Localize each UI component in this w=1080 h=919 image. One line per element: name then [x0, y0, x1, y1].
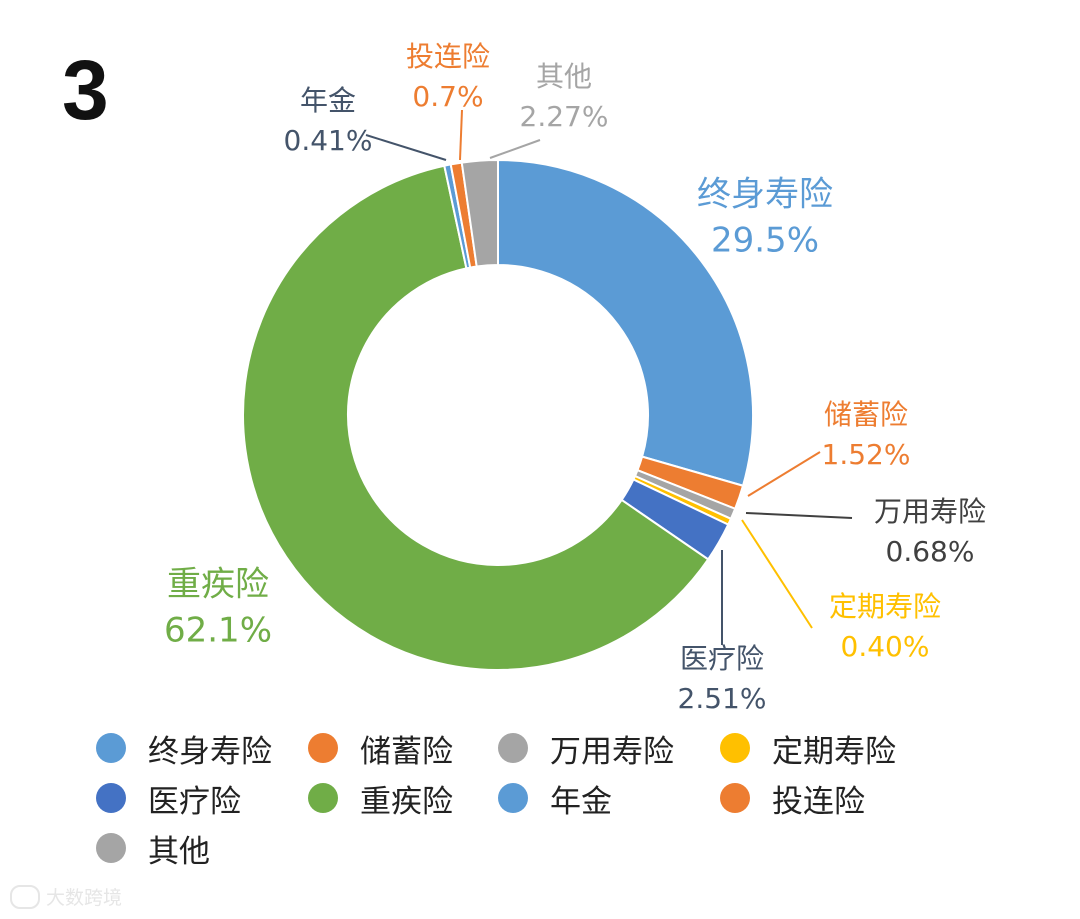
slice-8-category-label: 投连险: [406, 40, 490, 73]
watermark-text: 大数跨境: [46, 887, 123, 909]
slice-8-percent-label: 0.7%: [412, 80, 483, 113]
slice-9-percent-label: 2.27%: [520, 100, 609, 133]
legend-marker-icon: [96, 733, 126, 763]
slice-3-leader-line: [745, 512, 853, 519]
slice-1-category-label: 终身寿险: [697, 175, 833, 215]
legend-label: 年金: [550, 783, 612, 820]
legend-label: 医疗险: [148, 783, 241, 820]
slice-7-leader-line: [365, 134, 447, 161]
legend-marker-icon: [498, 783, 528, 813]
legend-marker-icon: [720, 783, 750, 813]
slice-2-leader-line: [747, 451, 821, 497]
legend-label: 其他: [148, 833, 210, 870]
slice-4-leader-line: [741, 519, 813, 629]
legend-label: 万用寿险: [550, 733, 674, 770]
slice-2-category-label: 储蓄险: [824, 398, 908, 431]
legend-label: 终身寿险: [148, 733, 272, 770]
legend-item: 万用寿险: [498, 728, 720, 770]
slice-4-category-label: 定期寿险: [829, 590, 941, 623]
slice-3-percent-label: 0.68%: [886, 535, 975, 568]
slice-5-category-label: 医疗险: [680, 642, 764, 675]
legend-marker-icon: [96, 833, 126, 863]
legend-label: 定期寿险: [772, 733, 896, 770]
chart-legend: 终身寿险 储蓄险 万用寿险 定期寿险医疗险 重疾险 年金 投连险其他: [96, 728, 996, 870]
legend-label: 重疾险: [360, 783, 453, 820]
legend-item: 其他: [96, 828, 308, 870]
slice-1-percent-label: 29.5%: [711, 221, 819, 261]
slice-6-category-label: 重疾险: [167, 565, 269, 605]
legend-marker-icon: [308, 733, 338, 763]
panel-number: 3: [62, 43, 109, 137]
legend-item: 年金: [498, 778, 720, 820]
slice-7-category-label: 年金: [300, 84, 356, 117]
slice-3-category-label: 万用寿险: [874, 495, 986, 528]
legend-item: 医疗险: [96, 778, 308, 820]
legend-label: 储蓄险: [360, 733, 453, 770]
slice-5-percent-label: 2.51%: [678, 682, 767, 715]
legend-marker-icon: [308, 783, 338, 813]
donut-slice-6: [242, 164, 710, 671]
slice-7-percent-label: 0.41%: [284, 124, 373, 157]
legend-item: 储蓄险: [308, 728, 498, 770]
donut-slice-1: [497, 158, 754, 487]
legend-item: 定期寿险: [720, 728, 960, 770]
slice-8-leader-line: [459, 109, 463, 161]
slice-9-leader-line: [489, 139, 541, 159]
slice-4-percent-label: 0.40%: [841, 630, 930, 663]
watermark: 大数跨境: [10, 883, 122, 910]
legend-marker-icon: [498, 733, 528, 763]
legend-item: 终身寿险: [96, 728, 308, 770]
donut-slice-9: [460, 158, 499, 268]
slice-2-percent-label: 1.52%: [822, 438, 911, 471]
slice-6-percent-label: 62.1%: [164, 611, 272, 651]
legend-item: 投连险: [720, 778, 960, 820]
legend-item: 重疾险: [308, 778, 498, 820]
legend-label: 投连险: [772, 783, 865, 820]
watermark-logo-icon: [10, 884, 40, 909]
legend-marker-icon: [96, 783, 126, 813]
slice-9-category-label: 其他: [536, 60, 592, 93]
legend-marker-icon: [720, 733, 750, 763]
